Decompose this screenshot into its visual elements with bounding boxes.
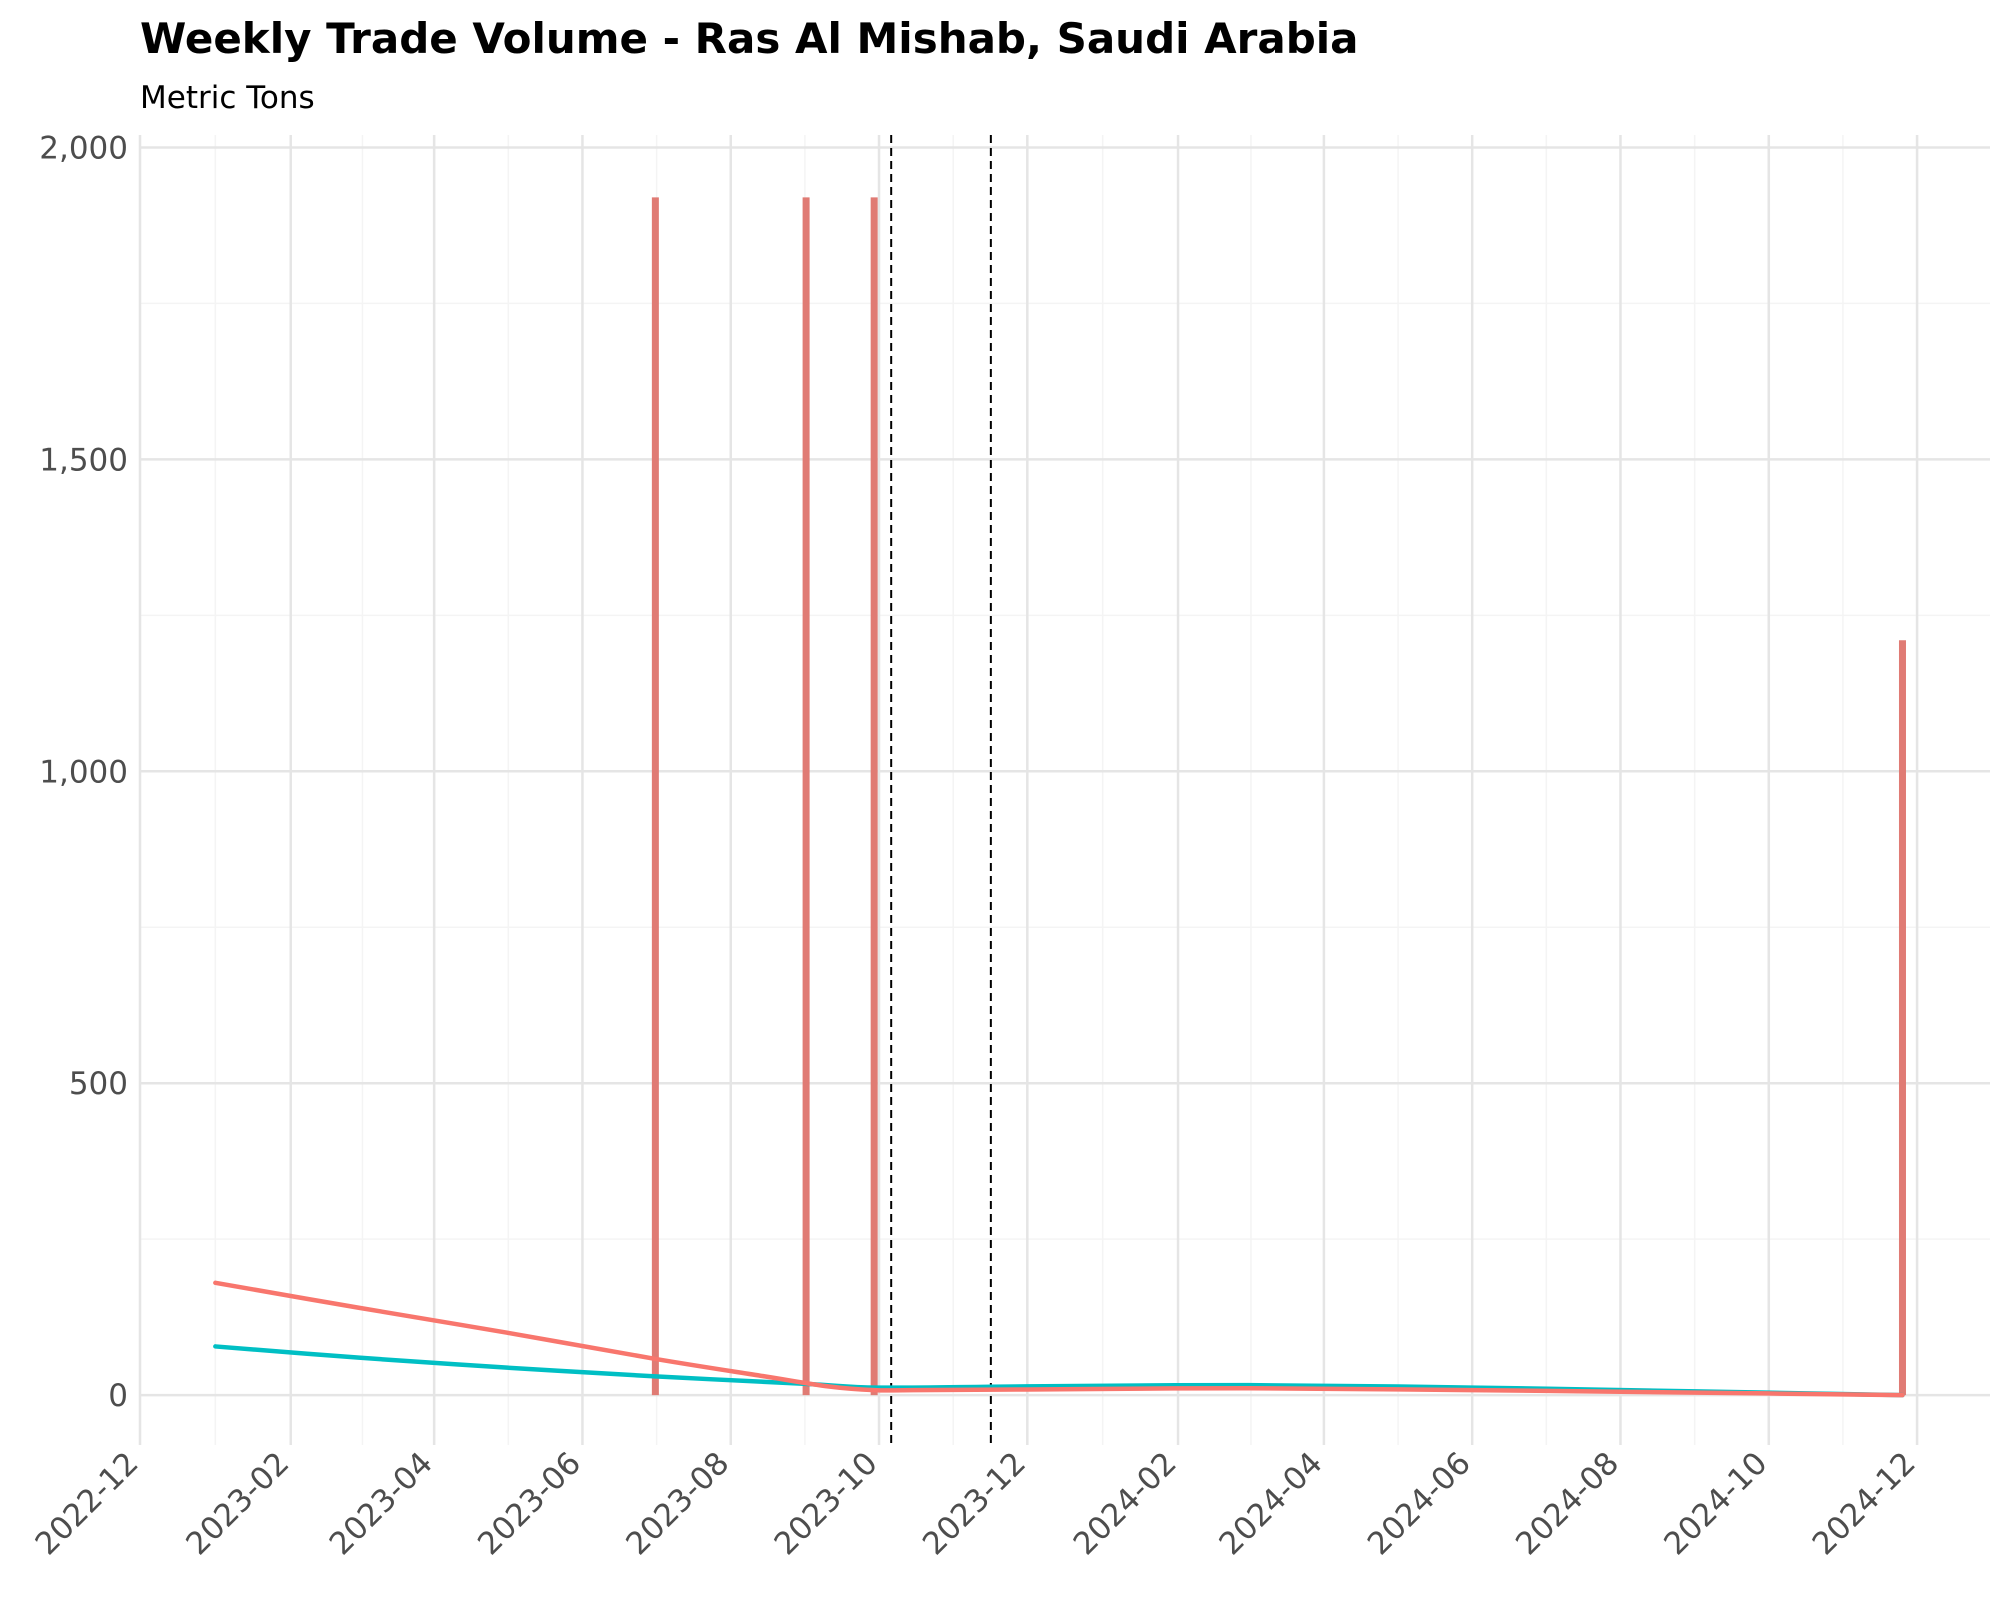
y-tick-label: 1,000: [39, 754, 128, 790]
x-tick-label: 2024-08: [1509, 1445, 1626, 1562]
x-tick-label: 2023-08: [619, 1445, 736, 1562]
reference-lines: [890, 135, 992, 1445]
x-axis-ticks: 2022-12 2023-02 2023-04 2023-06 2023-08 2023-…: [29, 1445, 1923, 1562]
major-gridlines: [138, 135, 1990, 1445]
y-tick-label: 500: [69, 1066, 128, 1102]
x-tick-label: 2024-04: [1213, 1445, 1330, 1562]
x-tick-label: 2023-02: [179, 1445, 296, 1562]
spike-bars: [651, 197, 1906, 1396]
x-tick-label: 2023-06: [471, 1445, 588, 1562]
x-tick-label: 2022-12: [29, 1445, 146, 1562]
y-axis-ticks: 0 500 1,000 1,500 2,000: [39, 130, 128, 1414]
minor-gridlines: [140, 135, 1990, 1445]
x-tick-label: 2023-04: [323, 1445, 440, 1562]
y-tick-label: 1,500: [39, 442, 128, 478]
x-tick-label: 2024-06: [1361, 1445, 1478, 1562]
chart-title: Weekly Trade Volume - Ras Al Mishab, Sau…: [140, 14, 1359, 63]
red-series-line: [213, 1280, 1905, 1398]
x-tick-label: 2023-10: [768, 1445, 885, 1562]
chart-subtitle: Metric Tons: [140, 80, 315, 116]
x-tick-label: 2024-10: [1657, 1445, 1774, 1562]
y-tick-label: 2,000: [39, 130, 128, 166]
x-tick-label: 2023-12: [916, 1445, 1033, 1562]
x-tick-label: 2024-12: [1806, 1445, 1923, 1562]
series-lines: [213, 1280, 1905, 1398]
y-tick-label: 0: [108, 1378, 128, 1414]
x-tick-label: 2024-02: [1067, 1445, 1184, 1562]
